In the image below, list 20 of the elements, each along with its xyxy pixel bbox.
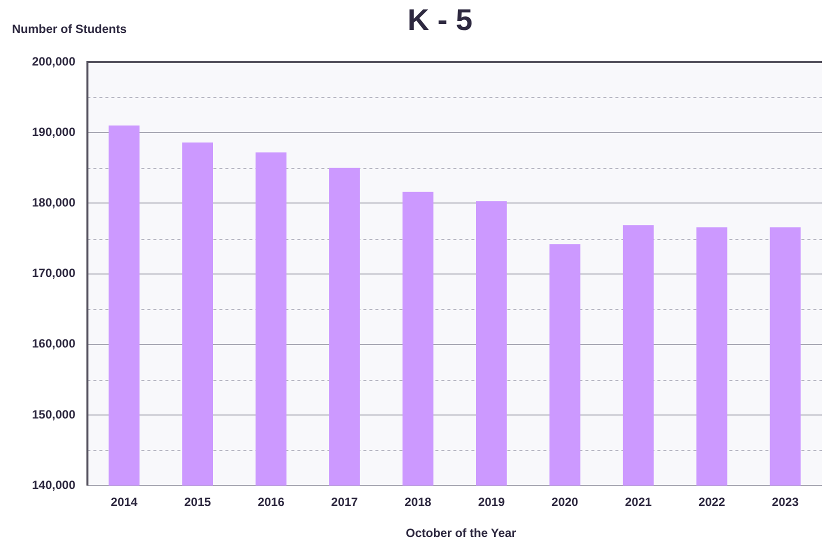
x-tick-label: 2023 (772, 495, 799, 510)
x-axis-title: October of the Year (404, 526, 518, 540)
x-tick-label: 2021 (624, 495, 652, 510)
y-tick-label: 170,000 (32, 266, 76, 280)
x-tick-label: 2022 (698, 495, 726, 510)
x-tick-label: 2014 (110, 495, 138, 510)
x-tick-label: 2018 (404, 495, 432, 510)
y-tick-label: 180,000 (32, 196, 76, 210)
x-tick-label: 2016 (258, 495, 285, 510)
y-tick-label: 190,000 (32, 124, 76, 139)
x-tick-label: 2017 (331, 495, 358, 510)
x-tick-label: 2019 (478, 495, 506, 510)
chart-title: K - 5 (406, 4, 474, 38)
y-tick-label: 140,000 (32, 478, 76, 492)
y-tick-label: 160,000 (32, 336, 76, 351)
y-tick-label: 150,000 (32, 407, 76, 422)
x-tick-label: 2015 (184, 495, 212, 510)
x-tick-label: 2020 (552, 495, 579, 510)
y-tick-label: 200,000 (32, 54, 76, 68)
y-axis-title: Number of Students (12, 22, 127, 36)
